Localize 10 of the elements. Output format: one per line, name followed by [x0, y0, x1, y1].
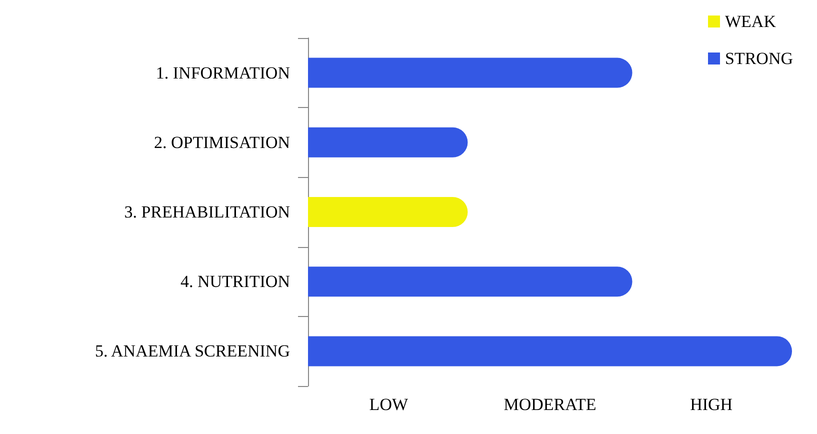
y-tick-label: 4. NUTRITION — [180, 272, 290, 292]
legend-label: WEAK — [724, 12, 777, 31]
y-tick-label: 3. PREHABILITATION — [124, 202, 290, 222]
y-tick-label: 5. ANAEMIA SCREENING — [94, 342, 290, 361]
text: HIGH — [690, 395, 733, 414]
y-tick-label: 2. OPTIMISATION — [154, 132, 290, 152]
legend-label: STRONG — [724, 49, 794, 68]
text: MODERATE — [504, 395, 596, 414]
y-tick-label: 1. INFORMATION — [156, 63, 290, 82]
text: LOW — [369, 395, 409, 414]
